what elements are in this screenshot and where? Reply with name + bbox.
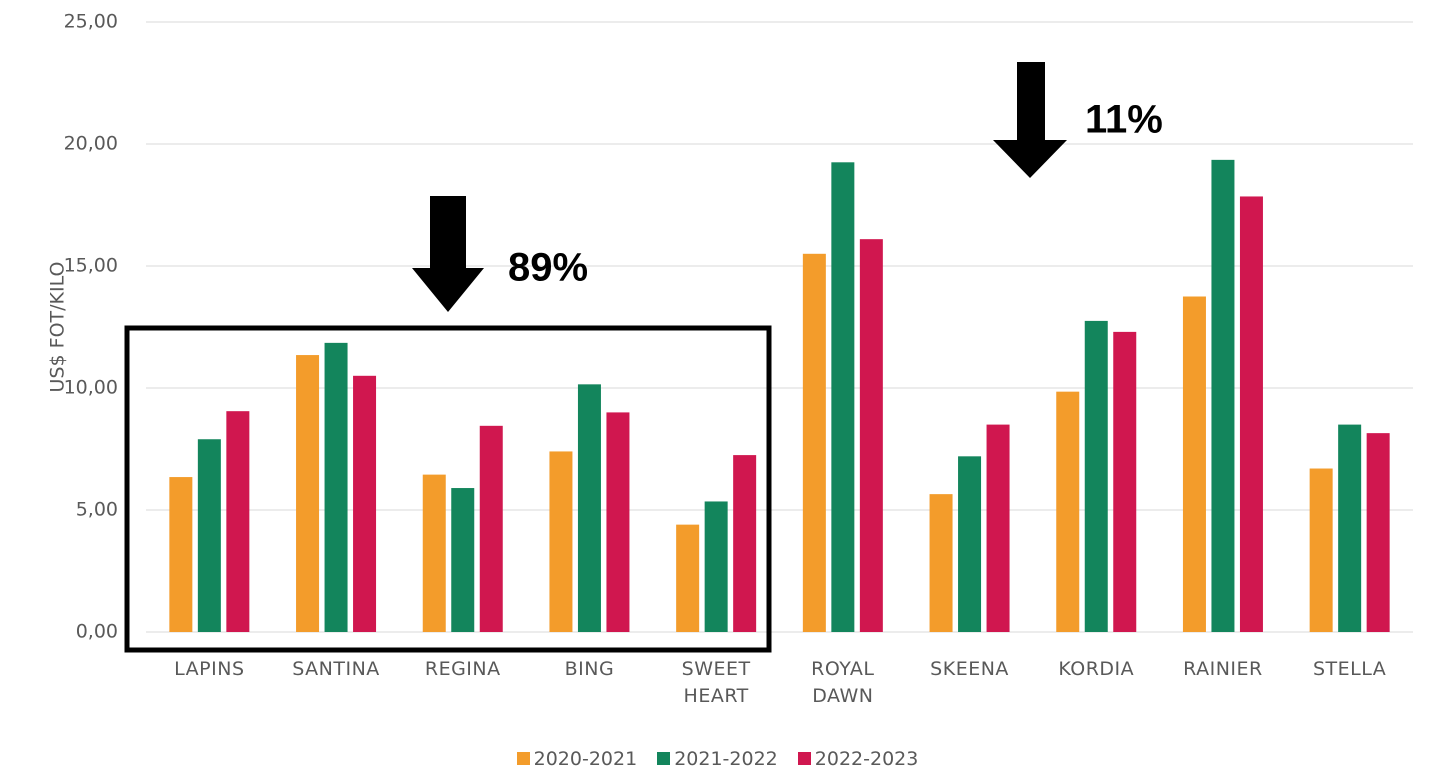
legend-swatch [657, 752, 671, 765]
annotation: 11% [1085, 98, 1163, 142]
x-tick-label: KORDIA [1058, 658, 1135, 680]
highlight-box [124, 325, 772, 653]
y-tick-label: 25,00 [64, 11, 118, 33]
bar [831, 162, 855, 633]
bar [451, 488, 475, 632]
y-tick-label: 5,00 [76, 499, 118, 521]
bar [549, 451, 573, 632]
bar [929, 494, 953, 632]
bar [1211, 159, 1235, 633]
legend-label: 2020-2021 [533, 748, 638, 770]
legend: 2020-2021 2021-2022 2022-2023 [0, 748, 1435, 770]
y-tick-label: 10,00 [64, 377, 118, 399]
bar [1366, 433, 1390, 632]
bar [1056, 391, 1080, 632]
arrow [412, 196, 484, 312]
bar [324, 342, 348, 632]
x-tick-label: BING [564, 658, 615, 680]
x-tick-label: RAINIER [1183, 658, 1263, 680]
y-tick-label: 20,00 [64, 133, 118, 155]
legend-swatch [797, 752, 811, 765]
bar [1239, 196, 1263, 632]
legend-label: 2021-2022 [674, 748, 778, 770]
x-tick-label: LAPINS [174, 658, 245, 680]
bar [676, 524, 700, 632]
x-tick-label: ROYAL DAWN [811, 658, 875, 707]
legend-swatch [516, 752, 530, 765]
x-tick-label: SANTINA [292, 658, 380, 680]
bar [577, 384, 601, 632]
bar [733, 455, 757, 632]
bar [353, 375, 377, 632]
bar [296, 355, 320, 632]
annotation: 89% [508, 246, 588, 290]
bar [169, 477, 193, 632]
bar [802, 253, 826, 633]
bar [197, 439, 221, 632]
y-axis-label: US$ FOT/KILO [47, 262, 69, 393]
bar [1309, 468, 1333, 632]
bar [704, 501, 728, 632]
legend-item: 2021-2022 [657, 748, 778, 770]
x-tick-label: SWEET HEART [681, 658, 751, 707]
legend-label: 2022-2023 [814, 748, 919, 770]
bar [1182, 296, 1206, 632]
legend-item: 2022-2023 [797, 748, 919, 770]
bar [859, 239, 883, 632]
bar [422, 474, 446, 632]
bar [1084, 320, 1108, 632]
bar [1113, 331, 1137, 632]
bar [958, 456, 982, 632]
bar [986, 424, 1010, 632]
bar [606, 412, 630, 632]
bar [479, 425, 503, 632]
x-tick-label: REGINA [424, 658, 501, 680]
bar [1338, 424, 1362, 632]
x-tick-label: STELLA [1313, 658, 1387, 680]
bar [226, 411, 250, 632]
arrow [993, 62, 1067, 178]
legend-item: 2020-2021 [516, 748, 638, 770]
x-tick-label: SKEENA [930, 658, 1009, 680]
y-tick-label: 15,00 [64, 255, 118, 277]
y-tick-label: 0,00 [76, 621, 118, 643]
